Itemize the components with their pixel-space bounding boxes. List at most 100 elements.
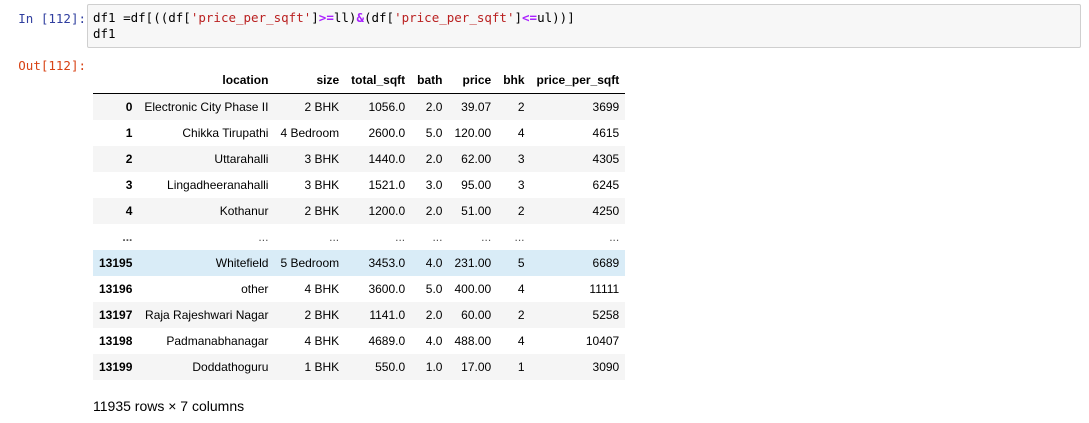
column-header: price_per_sqft bbox=[530, 67, 626, 94]
table-cell: 1521.0 bbox=[368, 178, 406, 192]
table-row: 4 Kothanur 2 BHK 1200.0 2.0 51.00 2 4250 bbox=[93, 198, 626, 224]
table-cell: 3.0 bbox=[425, 178, 443, 192]
code-line-1: df1 =df[((df['price_per_sqft']>=ll)&(df[… bbox=[93, 10, 575, 25]
table-cell: 4689.0 bbox=[368, 334, 406, 348]
table-cell: Electronic City Phase II bbox=[144, 100, 269, 114]
column-header: bath bbox=[411, 67, 449, 94]
row-index: 3 bbox=[125, 178, 133, 192]
table-row: 13196 other 4 BHK 3600.0 5.0 400.00 4 11111 bbox=[93, 276, 625, 302]
row-index: 13195 bbox=[99, 256, 133, 270]
table-row: 3 Lingadheeranahalli 3 BHK 1521.0 3.0 95.00 3 6… bbox=[93, 172, 625, 198]
table-cell: 10407 bbox=[585, 334, 620, 348]
table-cell: 1200.0 bbox=[368, 204, 406, 218]
table-cell: 5.0 bbox=[425, 282, 443, 296]
table-cell: Kothanur bbox=[219, 204, 269, 218]
table-cell: Lingadheeranahalli bbox=[167, 178, 269, 192]
table-cell: Doddathoguru bbox=[192, 360, 269, 374]
table-cell: 2 bbox=[517, 100, 525, 114]
row-index: 2 bbox=[125, 152, 133, 166]
column-header: total_sqft bbox=[345, 67, 412, 94]
table-cell: 1 BHK bbox=[304, 360, 340, 374]
table-cell: 4.0 bbox=[425, 256, 443, 270]
table-row: 2 Uttarahalli 3 BHK 1440.0 2.0 62.00 3 4305 bbox=[93, 146, 626, 172]
table-cell: 4 bbox=[517, 282, 525, 296]
column-header: price bbox=[448, 67, 498, 94]
table-cell: 231.00 bbox=[454, 256, 492, 270]
table-cell: 3699 bbox=[592, 100, 620, 114]
table-cell: Chikka Tirupathi bbox=[182, 126, 269, 140]
table-cell: 5.0 bbox=[425, 126, 443, 140]
table-cell: ... bbox=[395, 230, 406, 244]
dataframe-table: location size total_sqft bath price bhk price_… bbox=[93, 67, 626, 380]
table-cell: 6245 bbox=[592, 178, 620, 192]
table-cell: 3 bbox=[517, 152, 525, 166]
table-cell: other bbox=[241, 282, 269, 296]
row-index: 13199 bbox=[99, 360, 133, 374]
input-prompt: In [112]: bbox=[18, 11, 86, 26]
row-index: 13196 bbox=[99, 282, 133, 296]
table-row: 13195 Whitefield 5 Bedroom 3453.0 4.0 231.00 5… bbox=[93, 250, 626, 276]
table-cell: ... bbox=[609, 230, 620, 244]
table-cell: ... bbox=[258, 230, 269, 244]
table-cell: 4305 bbox=[592, 152, 620, 166]
table-cell: 11111 bbox=[589, 282, 620, 296]
table-cell: Padmanabhanagar bbox=[166, 334, 269, 348]
table-cell: 2.0 bbox=[425, 204, 443, 218]
code-cell-editor[interactable]: df1 =df[((df['price_per_sqft']>=ll)&(df[… bbox=[87, 4, 1081, 48]
table-cell: 4 bbox=[517, 126, 525, 140]
table-cell: 2 BHK bbox=[304, 204, 340, 218]
table-row: 13198 Padmanabhanagar 4 BHK 4689.0 4.0 488.00… bbox=[93, 328, 625, 354]
table-cell: 3 bbox=[517, 178, 525, 192]
table-cell: 17.00 bbox=[461, 360, 492, 374]
table-cell: 4250 bbox=[592, 204, 620, 218]
row-index: 13197 bbox=[99, 308, 133, 322]
table-row: 1 Chikka Tirupathi 4 Bedroom 2600.0 5.0 120.0… bbox=[93, 120, 625, 146]
column-header: location bbox=[138, 67, 275, 94]
table-cell: 4 bbox=[517, 334, 525, 348]
table-cell: 400.00 bbox=[454, 282, 492, 296]
table-cell: 6689 bbox=[592, 256, 620, 270]
table-cell: 62.00 bbox=[461, 152, 492, 166]
index-header bbox=[93, 67, 139, 94]
row-index: 13198 bbox=[99, 334, 133, 348]
table-cell: 2 bbox=[517, 308, 525, 322]
table-cell: 1141.0 bbox=[369, 308, 406, 322]
row-index: 4 bbox=[125, 204, 133, 218]
dataframe-output: location size total_sqft bath price bhk price_… bbox=[93, 67, 626, 380]
table-cell: 3600.0 bbox=[368, 282, 406, 296]
table-cell: 1440.0 bbox=[368, 152, 406, 166]
table-cell: 2.0 bbox=[425, 308, 443, 322]
table-cell: 5258 bbox=[592, 308, 620, 322]
table-cell: ... bbox=[514, 230, 525, 244]
table-cell: 2.0 bbox=[425, 100, 443, 114]
table-cell: 3090 bbox=[592, 360, 620, 374]
table-cell: 2.0 bbox=[425, 152, 443, 166]
table-cell: 1.0 bbox=[425, 360, 443, 374]
table-cell: 4 BHK bbox=[304, 334, 340, 348]
column-header: size bbox=[274, 67, 346, 94]
table-cell: Whitefield bbox=[215, 256, 269, 270]
row-index: 1 bbox=[125, 126, 133, 140]
table-cell: ... bbox=[481, 230, 492, 244]
table-cell: 39.07 bbox=[461, 100, 492, 114]
table-cell: 1056.0 bbox=[368, 100, 406, 114]
code-line-2: df1 bbox=[93, 26, 116, 41]
table-cell: 4.0 bbox=[425, 334, 443, 348]
table-cell: 4615 bbox=[592, 126, 620, 140]
row-index: ... bbox=[122, 230, 133, 244]
table-row: 13197 Raja Rajeshwari Nagar 2 BHK 1141.0 2.0… bbox=[93, 302, 626, 328]
table-header-row: location size total_sqft bath price bhk price_… bbox=[93, 67, 626, 94]
table-row: 13199 Doddathoguru 1 BHK 550.0 1.0 17.00 1 3090 bbox=[93, 354, 626, 380]
table-cell: 120.00 bbox=[454, 126, 492, 140]
table-cell: Raja Rajeshwari Nagar bbox=[145, 308, 269, 322]
table-body: 0 Electronic City Phase II 2 BHK 1056.0 2.0 3… bbox=[93, 93, 626, 380]
table-cell: 3453.0 bbox=[368, 256, 406, 270]
table-cell: 95.00 bbox=[461, 178, 492, 192]
table-cell: 550.0 bbox=[375, 360, 406, 374]
table-cell: 5 bbox=[517, 256, 525, 270]
table-cell: ... bbox=[432, 230, 443, 244]
table-cell: 4 BHK bbox=[304, 282, 340, 296]
table-cell: 60.00 bbox=[461, 308, 492, 322]
table-cell: 51.00 bbox=[461, 204, 492, 218]
dataframe-shape-text: 11935 rows × 7 columns bbox=[93, 398, 245, 414]
